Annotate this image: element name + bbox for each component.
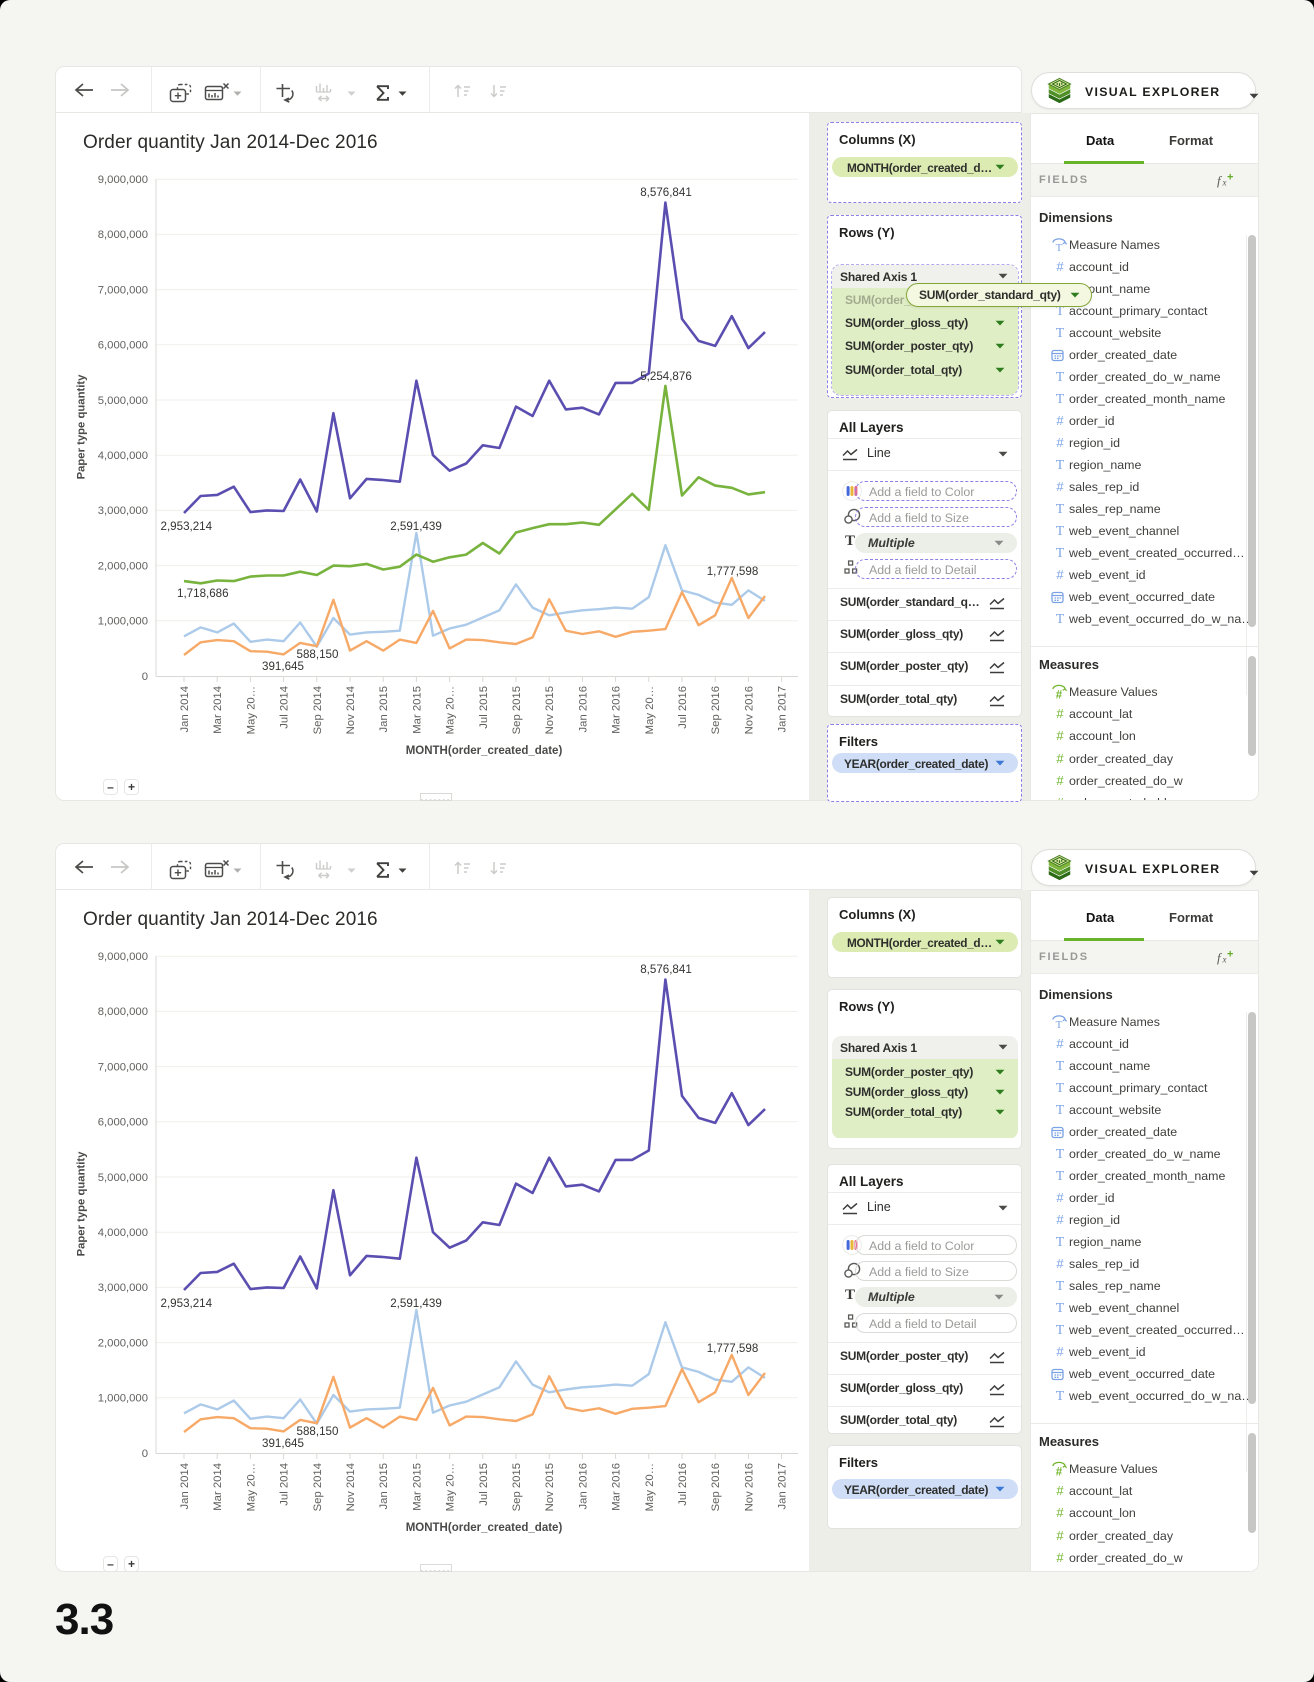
svg-text:May 20…: May 20… xyxy=(644,686,656,734)
svg-text:MONTH(order_created_date): MONTH(order_created_date) xyxy=(406,1522,563,1534)
svg-text:8,576,841: 8,576,841 xyxy=(640,963,692,976)
svg-text:2,000,000: 2,000,000 xyxy=(98,1337,148,1349)
svg-text:1,777,598: 1,777,598 xyxy=(707,1342,759,1355)
svg-text:Mar 2015: Mar 2015 xyxy=(411,686,423,734)
svg-text:7,000,000: 7,000,000 xyxy=(98,1061,148,1073)
svg-text:4,000,000: 4,000,000 xyxy=(98,1227,148,1239)
svg-text:Mar 2014: Mar 2014 xyxy=(212,1463,224,1511)
svg-text:588,150: 588,150 xyxy=(297,648,339,661)
svg-text:5,000,000: 5,000,000 xyxy=(98,1172,148,1184)
svg-text:Nov 2014: Nov 2014 xyxy=(345,686,357,734)
svg-text:Jul 2015: Jul 2015 xyxy=(478,686,490,729)
svg-text:Sep 2016: Sep 2016 xyxy=(710,1463,722,1511)
svg-text:Jan 2016: Jan 2016 xyxy=(577,1463,589,1509)
svg-text:MONTH(order_created_date): MONTH(order_created_date) xyxy=(406,745,563,757)
svg-text:1,718,686: 1,718,686 xyxy=(177,587,229,600)
svg-text:Jan 2014: Jan 2014 xyxy=(179,686,191,732)
svg-text:+: + xyxy=(1227,172,1233,184)
svg-text:Jan 2015: Jan 2015 xyxy=(378,1463,390,1509)
svg-text:f: f xyxy=(1217,950,1223,965)
svg-text:9,000,000: 9,000,000 xyxy=(98,174,148,186)
svg-text:May 20…: May 20… xyxy=(445,1463,457,1511)
svg-text:Sep 2015: Sep 2015 xyxy=(511,1463,523,1511)
svg-text:5,000,000: 5,000,000 xyxy=(98,395,148,407)
svg-text:6,000,000: 6,000,000 xyxy=(98,1117,148,1129)
svg-text:May 20…: May 20… xyxy=(245,686,257,734)
svg-text:2,000,000: 2,000,000 xyxy=(98,560,148,572)
svg-text:Sep 2016: Sep 2016 xyxy=(710,686,722,734)
svg-text:2,953,214: 2,953,214 xyxy=(161,520,213,533)
svg-text:Jul 2015: Jul 2015 xyxy=(478,1463,490,1506)
svg-text:f: f xyxy=(1217,173,1223,188)
svg-text:3,000,000: 3,000,000 xyxy=(98,505,148,517)
svg-text:Jan 2017: Jan 2017 xyxy=(777,1463,789,1509)
svg-text:391,645: 391,645 xyxy=(262,660,304,673)
svg-text:2,953,214: 2,953,214 xyxy=(161,1297,213,1310)
svg-text:6,000,000: 6,000,000 xyxy=(98,340,148,352)
svg-text:+: + xyxy=(1227,949,1233,961)
svg-text:1,000,000: 1,000,000 xyxy=(98,1393,148,1405)
svg-text:1,777,598: 1,777,598 xyxy=(707,565,759,578)
svg-text:#: # xyxy=(1056,1467,1063,1477)
svg-text:x: x xyxy=(1222,955,1227,965)
svg-text:T: T xyxy=(1056,1019,1063,1030)
svg-text:Paper type quantity: Paper type quantity xyxy=(76,1151,88,1257)
svg-text:Jul 2016: Jul 2016 xyxy=(677,1463,689,1506)
svg-text:0: 0 xyxy=(142,671,148,683)
svg-text:8,576,841: 8,576,841 xyxy=(640,186,692,199)
svg-text:8,000,000: 8,000,000 xyxy=(98,229,148,241)
svg-text:x: x xyxy=(1222,178,1227,188)
svg-text:5,254,876: 5,254,876 xyxy=(640,370,692,383)
svg-text:Nov 2015: Nov 2015 xyxy=(544,1463,556,1511)
svg-text:1,000,000: 1,000,000 xyxy=(98,616,148,628)
svg-text:May 20…: May 20… xyxy=(445,686,457,734)
svg-text:4,000,000: 4,000,000 xyxy=(98,450,148,462)
svg-text:2,591,439: 2,591,439 xyxy=(390,1297,442,1310)
svg-text:Nov 2015: Nov 2015 xyxy=(544,686,556,734)
svg-text:May 20…: May 20… xyxy=(245,1463,257,1511)
svg-text:Mar 2016: Mar 2016 xyxy=(611,686,623,734)
svg-text:Nov 2014: Nov 2014 xyxy=(345,1463,357,1511)
svg-text:Sep 2014: Sep 2014 xyxy=(312,1463,324,1511)
svg-text:Mar 2015: Mar 2015 xyxy=(411,1463,423,1511)
svg-text:Paper type quantity: Paper type quantity xyxy=(76,374,88,480)
svg-text:Jul 2016: Jul 2016 xyxy=(677,686,689,729)
svg-text:May 20…: May 20… xyxy=(644,1463,656,1511)
svg-text:8,000,000: 8,000,000 xyxy=(98,1006,148,1018)
svg-text:Sep 2014: Sep 2014 xyxy=(312,686,324,734)
svg-text:9,000,000: 9,000,000 xyxy=(98,951,148,963)
svg-text:Jan 2016: Jan 2016 xyxy=(577,686,589,732)
svg-text:588,150: 588,150 xyxy=(297,1425,339,1438)
svg-text:Mar 2016: Mar 2016 xyxy=(611,1463,623,1511)
svg-text:Nov 2016: Nov 2016 xyxy=(743,1463,755,1511)
svg-text:2,591,439: 2,591,439 xyxy=(390,520,442,533)
svg-text:#: # xyxy=(1056,690,1063,700)
svg-text:Jul 2014: Jul 2014 xyxy=(279,1463,291,1506)
svg-text:7,000,000: 7,000,000 xyxy=(98,284,148,296)
svg-text:Jul 2014: Jul 2014 xyxy=(279,686,291,729)
svg-text:Sep 2015: Sep 2015 xyxy=(511,686,523,734)
svg-text:0: 0 xyxy=(142,1448,148,1460)
svg-text:Nov 2016: Nov 2016 xyxy=(743,686,755,734)
svg-text:391,645: 391,645 xyxy=(262,1437,304,1450)
svg-text:Jan 2014: Jan 2014 xyxy=(179,1463,191,1509)
svg-text:T: T xyxy=(1056,242,1063,253)
svg-text:Mar 2014: Mar 2014 xyxy=(212,686,224,734)
svg-text:Jan 2015: Jan 2015 xyxy=(378,686,390,732)
svg-text:3,000,000: 3,000,000 xyxy=(98,1282,148,1294)
svg-text:Jan 2017: Jan 2017 xyxy=(777,686,789,732)
